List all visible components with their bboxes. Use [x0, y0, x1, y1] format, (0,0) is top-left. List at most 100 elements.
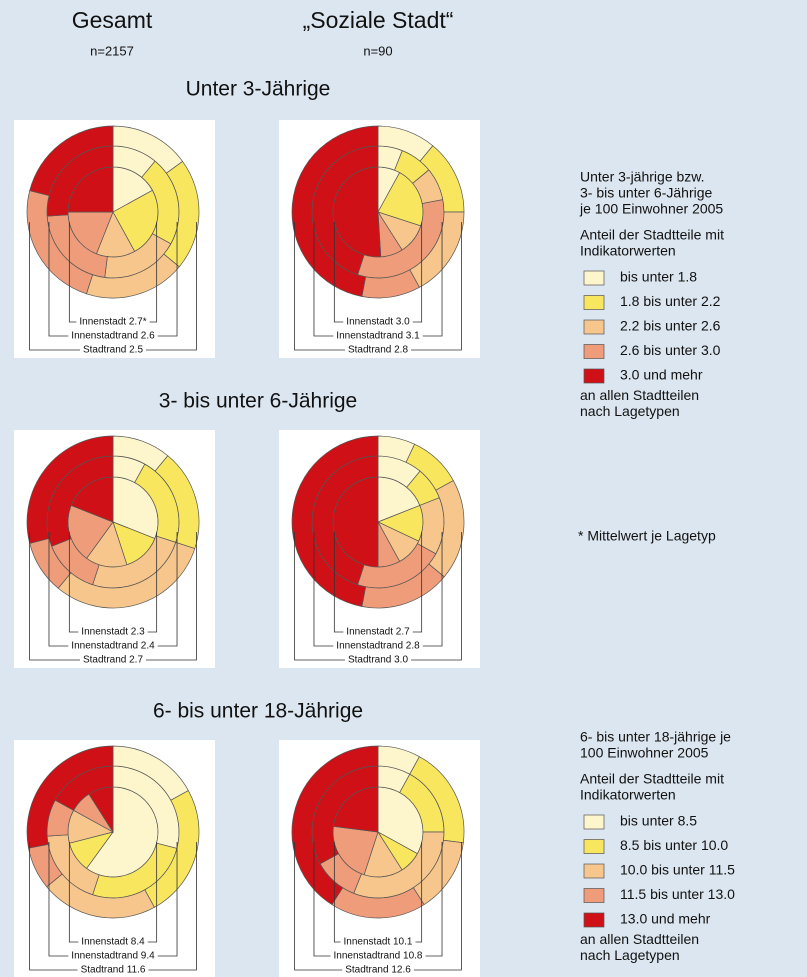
multi-ring-pie	[291, 745, 465, 919]
legend-swatch	[583, 295, 605, 310]
leader-line	[415, 842, 423, 943]
ring-label: Innenstadt 10.1	[344, 937, 413, 948]
leader-line	[68, 532, 79, 633]
ring-label: Innenstadtrand 2.6	[71, 331, 155, 342]
legend-footer: nach Lagetypen	[580, 947, 680, 963]
ring-label: Stadtrand 2.8	[348, 345, 408, 356]
leader-line	[422, 532, 443, 647]
multi-ring-pie	[26, 745, 200, 919]
leader-line	[313, 842, 331, 957]
multi-ring-pie	[26, 125, 200, 299]
column-title: Gesamt	[72, 7, 153, 33]
leader-line	[146, 222, 197, 351]
section-title: 6- bis unter 18-Jährige	[153, 700, 363, 723]
leader-line	[68, 842, 79, 943]
leader-line	[413, 842, 462, 971]
legend-title: Unter 3-jährige bzw.	[580, 169, 705, 185]
legend-swatch	[583, 344, 605, 359]
ring-segment	[291, 745, 379, 906]
legend-subtitle: Indikatorwerten	[580, 243, 676, 259]
column-n: n=90	[363, 43, 392, 58]
leader-line	[313, 532, 334, 647]
leader-line	[146, 532, 197, 661]
leader-line	[29, 532, 80, 661]
legend-item: bis unter 1.8	[620, 269, 697, 285]
leader-line	[333, 222, 344, 323]
leader-line	[425, 842, 443, 957]
legend-title: 3- bis unter 6-Jährige	[580, 185, 713, 201]
ring-label: Innenstadtrand 2.4	[71, 641, 155, 652]
leader-line	[294, 222, 345, 351]
leader-line	[48, 842, 69, 957]
legend-swatch	[583, 814, 605, 830]
ring-label: Innenstadt 2.7*	[79, 317, 146, 328]
section-title: Unter 3-Jährige	[186, 78, 331, 101]
multi-ring-pie	[291, 125, 465, 299]
legend-swatch	[583, 912, 605, 928]
section-title: 3- bis unter 6-Jährige	[159, 390, 357, 413]
ring-segment	[29, 125, 114, 197]
ring-segment	[26, 435, 114, 544]
ring-segment	[26, 745, 114, 849]
leader-line	[149, 222, 158, 323]
legend-swatch	[583, 863, 605, 879]
ring-label: Innenstadt 8.4	[81, 937, 145, 948]
legend-item: 2.6 bis unter 3.0	[620, 342, 721, 358]
column-n: n=2157	[90, 43, 134, 58]
legend-item: 8.5 bis unter 10.0	[620, 837, 728, 853]
legend-subtitle: Anteil der Stadtteile mit	[580, 227, 724, 243]
leader-line	[333, 842, 341, 943]
legend-title: je 100 Einwohner 2005	[579, 201, 723, 217]
legend-item: 2.2 bis unter 2.6	[620, 318, 721, 334]
ring-label: Innenstadt 2.7	[346, 627, 410, 638]
legend-subtitle: Indikatorwerten	[580, 787, 676, 803]
legend-item: 11.5 bis unter 13.0	[620, 886, 735, 902]
ring-segment	[291, 125, 379, 297]
legend-swatch	[583, 270, 605, 286]
ring-label: Stadtrand 2.7	[83, 655, 143, 666]
column-title: „Soziale Stadt“	[303, 7, 454, 33]
multi-ring-pie	[291, 435, 465, 609]
legend-item: 10.0 bis unter 11.5	[620, 862, 735, 878]
leader-line	[411, 532, 462, 661]
legend-footer: nach Lagetypen	[580, 403, 680, 419]
leader-line	[48, 532, 69, 647]
leader-line	[412, 222, 423, 323]
leader-line	[48, 222, 69, 337]
ring-label: Innenstadt 3.0	[346, 317, 410, 328]
legend-swatch	[583, 368, 605, 384]
ring-label: Innenstadtrand 3.1	[336, 331, 420, 342]
legend-swatch	[583, 888, 605, 903]
legend-item: bis unter 8.5	[620, 813, 697, 829]
ring-label: Stadtrand 12.6	[345, 965, 411, 976]
legend-title: 100 Einwohner 2005	[580, 745, 709, 761]
leader-line	[29, 222, 80, 351]
ring-segment	[291, 435, 379, 607]
legend-title: 6- bis unter 18-jährige je	[580, 729, 731, 745]
ring-label: Stadtrand 3.0	[348, 655, 408, 666]
legend-item: 1.8 bis unter 2.2	[620, 293, 721, 309]
legend-swatch	[583, 319, 605, 335]
leader-line	[294, 842, 343, 971]
leader-line	[411, 222, 462, 351]
leader-line	[422, 222, 443, 337]
leader-line	[412, 532, 423, 633]
leader-line	[333, 532, 344, 633]
leader-line	[29, 842, 78, 971]
ring-label: Stadtrand 11.6	[81, 965, 146, 976]
legend-item: 13.0 und mehr	[620, 911, 711, 927]
leader-line	[157, 532, 178, 647]
leader-line	[148, 842, 197, 971]
legend-subtitle: Anteil der Stadtteile mit	[580, 771, 724, 787]
legend-item: 3.0 und mehr	[620, 367, 703, 383]
ring-label: Innenstadtrand 10.8	[334, 951, 423, 962]
legend-footer: an allen Stadtteilen	[580, 931, 699, 947]
leader-line	[313, 222, 334, 337]
leader-line	[157, 842, 178, 957]
legend-swatch	[583, 839, 605, 854]
leader-line	[294, 532, 345, 661]
leader-line	[157, 222, 178, 337]
ring-label: Innenstadtrand 2.8	[336, 641, 420, 652]
